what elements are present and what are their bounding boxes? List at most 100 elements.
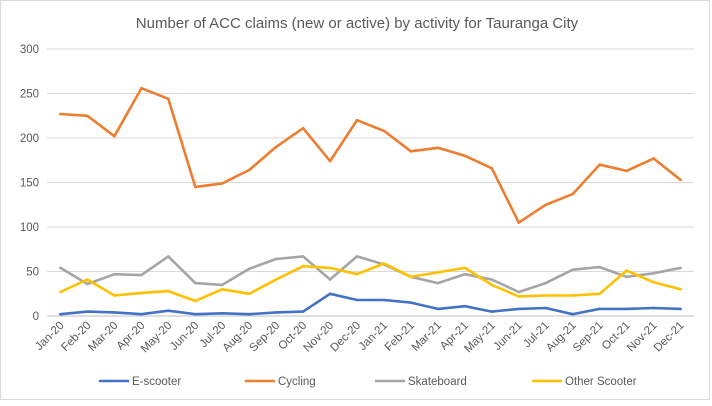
- data-point: [382, 262, 386, 265]
- series-line-other-scooter: [59, 262, 682, 303]
- data-point: [59, 312, 62, 316]
- data-point: [652, 306, 655, 310]
- data-point: [355, 118, 359, 122]
- x-tick-label: Mar-20: [86, 320, 120, 354]
- x-tick-label: Dec-20: [328, 320, 363, 355]
- data-point: [247, 292, 251, 296]
- data-point: [382, 129, 386, 133]
- data-point: [679, 288, 682, 291]
- data-point: [140, 312, 143, 316]
- data-point: [598, 163, 601, 166]
- data-point: [436, 307, 440, 311]
- data-point: [490, 283, 494, 287]
- y-tick-label: 250: [20, 89, 39, 101]
- data-point: [679, 266, 682, 270]
- x-tick-label: Sep-21: [571, 320, 606, 355]
- data-point: [544, 203, 548, 207]
- series-line-cycling: [59, 86, 682, 224]
- series-line-e-scooter: [59, 292, 682, 316]
- data-point: [625, 275, 628, 279]
- data-point: [301, 264, 305, 268]
- data-point: [86, 114, 89, 118]
- data-point: [328, 266, 332, 270]
- data-point: [517, 307, 521, 311]
- data-point: [598, 307, 601, 311]
- y-tick-label: 100: [20, 222, 39, 234]
- legend-label: Other Scooter: [565, 376, 637, 388]
- data-point: [598, 265, 601, 269]
- data-point: [59, 112, 62, 116]
- data-point: [463, 304, 467, 308]
- data-point: [571, 312, 574, 316]
- x-tick-label: Mar-21: [410, 320, 444, 354]
- data-point: [571, 268, 574, 272]
- y-tick-label: 0: [33, 311, 39, 323]
- data-point: [167, 255, 170, 258]
- data-point: [247, 267, 251, 271]
- data-point: [679, 307, 682, 311]
- series-lines: [59, 86, 682, 316]
- series-line-skateboard: [59, 255, 682, 294]
- legend-label: Cycling: [278, 376, 316, 388]
- data-point: [571, 192, 574, 196]
- data-point: [59, 266, 62, 270]
- data-point: [193, 312, 197, 316]
- data-point: [220, 182, 224, 185]
- data-point: [625, 269, 628, 272]
- x-axis-ticks: Jan-20Feb-20Mar-20Apr-20May-20Jun-20Jul-…: [33, 320, 686, 356]
- data-point: [220, 283, 224, 287]
- data-point: [274, 145, 278, 149]
- data-point: [409, 275, 413, 279]
- data-point: [301, 126, 305, 130]
- data-point: [193, 299, 197, 303]
- x-tick-label: Jun-20: [168, 320, 201, 353]
- data-point: [652, 157, 655, 160]
- data-point: [517, 221, 521, 224]
- data-point: [382, 298, 386, 302]
- data-point: [355, 272, 359, 276]
- legend: E-scooter Cycling Skateboard Other Scooter: [98, 376, 637, 388]
- data-point: [436, 271, 440, 274]
- data-point: [463, 272, 467, 276]
- data-point: [59, 290, 62, 294]
- y-tick-label: 150: [20, 178, 39, 190]
- data-point: [436, 146, 440, 150]
- data-point: [220, 312, 224, 315]
- x-tick-label: Sep-20: [248, 320, 283, 355]
- legend-label: Skateboard: [408, 376, 467, 388]
- data-point: [490, 310, 494, 313]
- data-point: [167, 309, 170, 312]
- data-point: [544, 306, 548, 310]
- data-point: [140, 273, 143, 277]
- data-point: [301, 310, 305, 313]
- data-point: [328, 292, 332, 296]
- data-point: [490, 278, 494, 281]
- y-tick-label: 200: [20, 133, 39, 145]
- data-point: [625, 169, 628, 173]
- legend-label: E-scooter: [132, 376, 181, 388]
- data-point: [571, 294, 574, 297]
- y-tick-label: 300: [20, 44, 39, 56]
- data-point: [409, 301, 413, 304]
- x-tick-label: Dec-21: [652, 320, 687, 355]
- data-point: [113, 134, 116, 138]
- data-point: [247, 312, 251, 316]
- data-point: [328, 159, 332, 163]
- data-point: [463, 266, 467, 270]
- data-point: [301, 255, 305, 258]
- data-point: [193, 185, 197, 189]
- data-point: [355, 298, 359, 302]
- data-point: [167, 289, 170, 293]
- data-point: [625, 307, 628, 311]
- data-point: [517, 290, 521, 294]
- data-point: [544, 281, 548, 285]
- data-point: [436, 281, 440, 285]
- data-point: [140, 86, 143, 90]
- data-point: [140, 291, 143, 295]
- data-point: [355, 255, 359, 258]
- data-point: [86, 310, 89, 313]
- data-point: [490, 166, 494, 170]
- data-point: [167, 97, 170, 101]
- data-point: [463, 154, 467, 158]
